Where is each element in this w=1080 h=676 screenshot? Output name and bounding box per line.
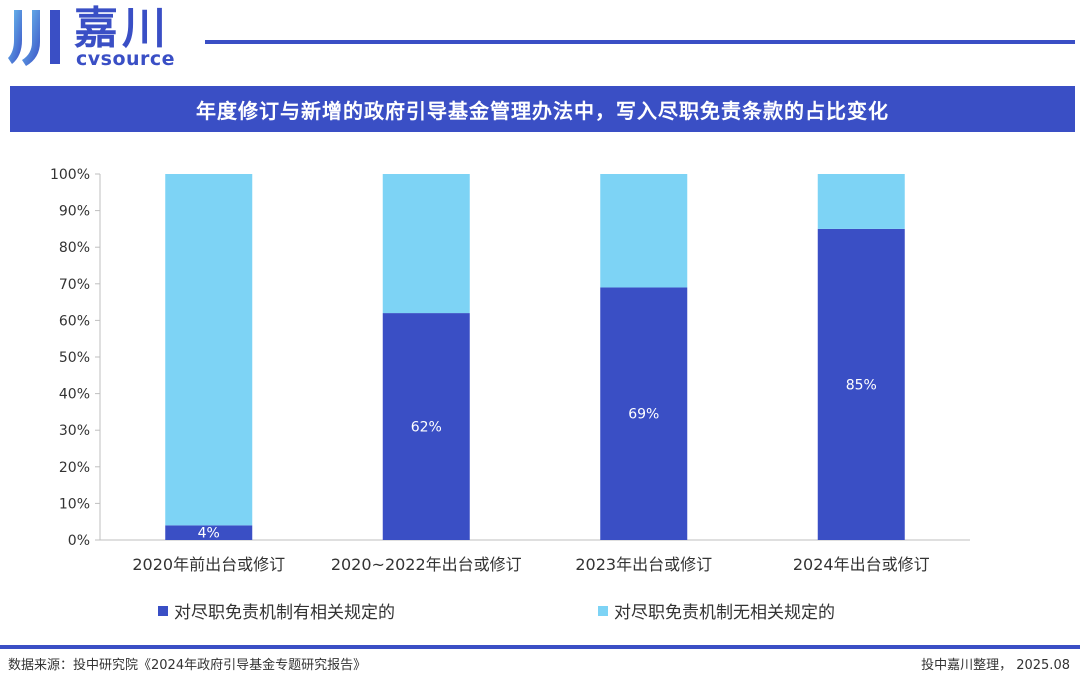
bar-segment-series-2 <box>165 174 253 526</box>
bar-segment-series-2 <box>382 174 470 314</box>
bar-segment-series-2 <box>817 174 905 229</box>
bar-segment-series-2 <box>600 174 688 288</box>
bar-segment-series-1 <box>165 525 253 540</box>
legend-label: 对尽职免责机制无相关规定的 <box>614 603 835 623</box>
bar-segment-series-1 <box>382 313 470 540</box>
cvsource-logo-mark-icon <box>8 10 60 66</box>
data-label: 69% <box>628 407 659 423</box>
y-tick-label: 50% <box>59 350 90 366</box>
legend-label: 对尽职免责机制有相关规定的 <box>174 603 395 623</box>
y-tick-label: 40% <box>59 387 90 403</box>
y-tick-label: 90% <box>59 204 90 220</box>
header-divider <box>205 40 1075 44</box>
bar-segment-series-1 <box>817 228 905 540</box>
y-tick-label: 10% <box>59 496 90 512</box>
x-category-label: 2024年出台或修订 <box>793 555 930 574</box>
data-label: 85% <box>846 377 877 393</box>
y-tick-label: 30% <box>59 423 90 439</box>
y-tick-label: 70% <box>59 277 90 293</box>
y-tick-label: 20% <box>59 460 90 476</box>
credit-note: 投中嘉川整理， 2025.08 <box>921 658 1070 673</box>
brand-name-cn: 嘉川 <box>74 3 170 54</box>
chart-title: 年度修订与新增的政府引导基金管理办法中，写入尽职免责条款的占比变化 <box>10 86 1075 132</box>
legend-swatch <box>158 605 168 616</box>
legend-item-series-1: 对尽职免责机制有相关规定的 <box>158 598 395 623</box>
data-label: 62% <box>411 420 442 436</box>
legend-swatch <box>598 605 608 616</box>
x-category-label: 2020~2022年出台或修订 <box>331 555 522 574</box>
x-category-label: 2023年出台或修订 <box>575 555 712 574</box>
source-note: 数据来源：投中研究院《2024年政府引导基金专题研究报告》 <box>8 658 367 673</box>
stacked-bar-chart: 0% 10% 20% 30% 40% 50% 60% 70% 80% 90% 100% 4% 2020年… <box>50 167 970 574</box>
y-tick-label: 100% <box>50 167 90 183</box>
x-category-label: 2020年前出台或修订 <box>132 555 285 574</box>
footer-divider <box>0 645 1080 649</box>
cvsource-logo: 嘉川 cvsource <box>8 4 208 70</box>
bar-segment-series-1 <box>600 287 688 540</box>
y-tick-label: 80% <box>59 240 90 256</box>
legend-item-series-2: 对尽职免责机制无相关规定的 <box>598 598 835 623</box>
y-tick-label: 60% <box>59 313 90 329</box>
data-label: 4% <box>198 526 220 542</box>
brand-name-en: cvsource <box>76 48 176 70</box>
y-tick-label: 0% <box>68 533 90 549</box>
